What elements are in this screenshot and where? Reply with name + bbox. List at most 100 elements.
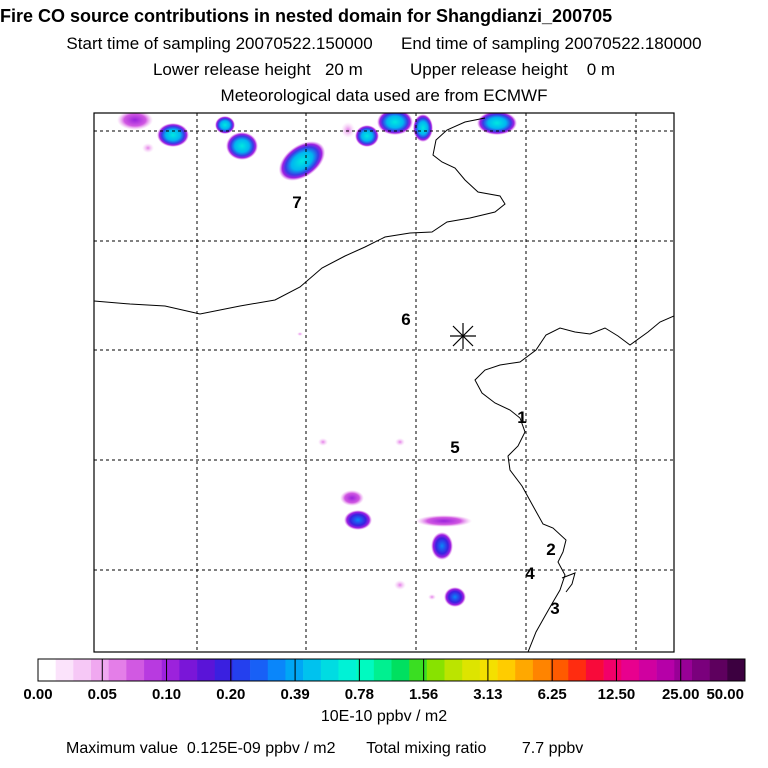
colorbar-cell (691, 659, 710, 681)
sampling-time-line: Start time of sampling 20070522.150000 E… (0, 34, 768, 54)
colorbar-tick-label: 0.00 (23, 686, 52, 703)
lower-height-label: Lower release height (152, 60, 311, 79)
map-grid (94, 113, 674, 652)
plume-blob (215, 116, 235, 134)
colorbar-cell (621, 659, 640, 681)
end-time-label: End time of sampling (401, 34, 560, 53)
region-label-2: 2 (546, 540, 555, 559)
colorbar-cell (585, 659, 604, 681)
plume-blob (395, 438, 405, 446)
region-label-7: 7 (292, 193, 301, 212)
colorbar-cell (391, 659, 410, 681)
colorbar-cell (709, 659, 728, 681)
colorbar-tick-label: 6.25 (538, 686, 567, 703)
colorbar-tick-label: 1.56 (409, 686, 438, 703)
colorbar-tick-label: 0.20 (216, 686, 245, 703)
plume-blob (394, 580, 406, 590)
colorbar-tick-label: 0.05 (88, 686, 117, 703)
colorbar-tick-label: 25.00 (662, 686, 700, 703)
colorbar-cell (479, 659, 498, 681)
receptor-asterisk-icon (450, 323, 476, 349)
colorbar-cell (161, 659, 180, 681)
colorbar-tick-label: 0.10 (152, 686, 181, 703)
colorbar-cell (515, 659, 534, 681)
colorbar-cell (568, 659, 587, 681)
colorbar-cell (38, 659, 56, 681)
total-mixing-label: Total mixing ratio (366, 740, 487, 757)
colorbar-unit: 10E-10 ppbv / m2 (320, 708, 448, 725)
plume-blob (431, 532, 453, 560)
plume-blob (444, 587, 466, 607)
colorbar-cell (285, 659, 304, 681)
colorbar-tick-label: 0.39 (280, 686, 309, 703)
colorbar-cell (727, 659, 746, 681)
colorbar-tick-label: 3.13 (473, 686, 502, 703)
colorbar-tick-label: 0.78 (345, 686, 374, 703)
colorbar-cell (656, 659, 675, 681)
region-label-1: 1 (517, 408, 526, 427)
colorbar-cell (91, 659, 110, 681)
plume-blob (157, 123, 189, 147)
max-value-label: Maximum value (66, 740, 179, 757)
colorbar-cell (444, 659, 463, 681)
colorbar-cell (603, 659, 622, 681)
colorbar-cell (179, 659, 198, 681)
total-mixing-value: 7.7 ppbv (521, 740, 584, 757)
colorbar-cells (37, 658, 746, 682)
plume-layer (117, 113, 517, 607)
plume-blob (341, 122, 355, 138)
plume-blob (413, 114, 433, 142)
lower-height-value: 20 m (324, 60, 363, 79)
colorbar-cell (55, 659, 74, 681)
end-time-value: 20070522.180000 (564, 34, 702, 53)
colorbar-cell (108, 659, 127, 681)
plume-blob (377, 113, 413, 135)
plume-blob (416, 515, 472, 527)
plume-blob (477, 113, 517, 135)
met-data-line: Meteorological data used are from ECMWF (220, 86, 548, 105)
colorbar-cell (462, 659, 481, 681)
chart-title: Fire CO source contributions in nested d… (0, 6, 613, 26)
plume-blob (117, 113, 153, 130)
plume-blob (297, 332, 303, 336)
colorbar-cell (356, 659, 375, 681)
colorbar-cell (73, 659, 92, 681)
plume-blob (344, 510, 372, 530)
colorbar-cell (267, 659, 286, 681)
colorbar-border (37, 658, 746, 682)
colorbar-cell (426, 659, 445, 681)
colorbar-cell (409, 659, 428, 681)
colorbar-tick-label: 50.00 (706, 686, 744, 703)
coastline (94, 117, 674, 652)
colorbar-cell (674, 659, 693, 681)
plume-blob (340, 490, 364, 506)
colorbar-cell (232, 659, 251, 681)
plume-blob (428, 594, 436, 600)
colorbar-cell (638, 659, 657, 681)
upper-height-label: Upper release height (409, 60, 568, 79)
plume-blob (226, 132, 258, 160)
colorbar-cell (126, 659, 145, 681)
colorbar-tick-labels: 0.00 0.05 0.10 0.20 0.39 0.78 1.56 3.13 6.25 12.5… (23, 686, 744, 703)
colorbar-cell (320, 659, 339, 681)
region-label-5: 5 (450, 438, 459, 457)
colorbar-cell (373, 659, 392, 681)
colorbar-cell (338, 659, 357, 681)
release-height-line: Lower release height 20 m Upper release … (0, 60, 768, 80)
colorbar-cell (497, 659, 516, 681)
colorbar-cell (214, 659, 233, 681)
region-label-6: 6 (401, 310, 410, 329)
summary-line: Maximum value 0.125E-09 ppbv / m2 Total … (66, 740, 583, 758)
upper-height-value: 0 m (586, 60, 616, 79)
colorbar-cell (197, 659, 216, 681)
plume-blob (318, 438, 328, 446)
map-frame (93, 112, 675, 653)
colorbar-cell (550, 659, 569, 681)
region-label-4: 4 (525, 564, 535, 583)
max-value: 0.125E-09 ppbv / m2 (186, 740, 336, 757)
plume-blob (278, 141, 326, 181)
start-time-value: 20070522.150000 (235, 34, 373, 53)
colorbar-tick-label: 12.50 (598, 686, 636, 703)
